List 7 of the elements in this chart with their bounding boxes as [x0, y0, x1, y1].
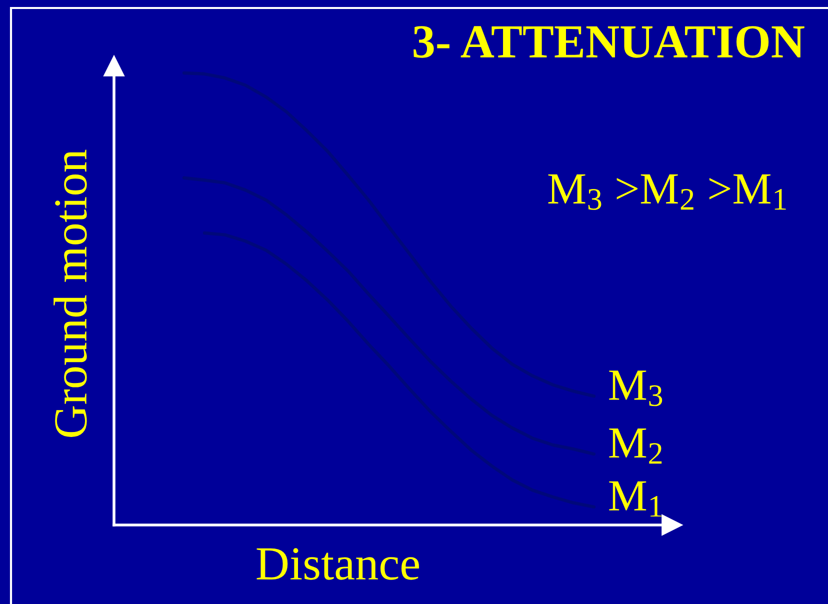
annotation: M$_{3}$ >M$_{2}$ >M$_{1}$: [548, 174, 786, 210]
series-label: M$_{3}$: [609, 370, 662, 406]
x-axis-title: Distance: [256, 548, 419, 580]
series-label: M$_{1}$: [609, 481, 662, 517]
chart-title: 3- ATTENUATION: [414, 26, 804, 58]
y-axis-title: Ground motion: [54, 150, 87, 437]
series-label: M$_{2}$: [609, 428, 662, 464]
